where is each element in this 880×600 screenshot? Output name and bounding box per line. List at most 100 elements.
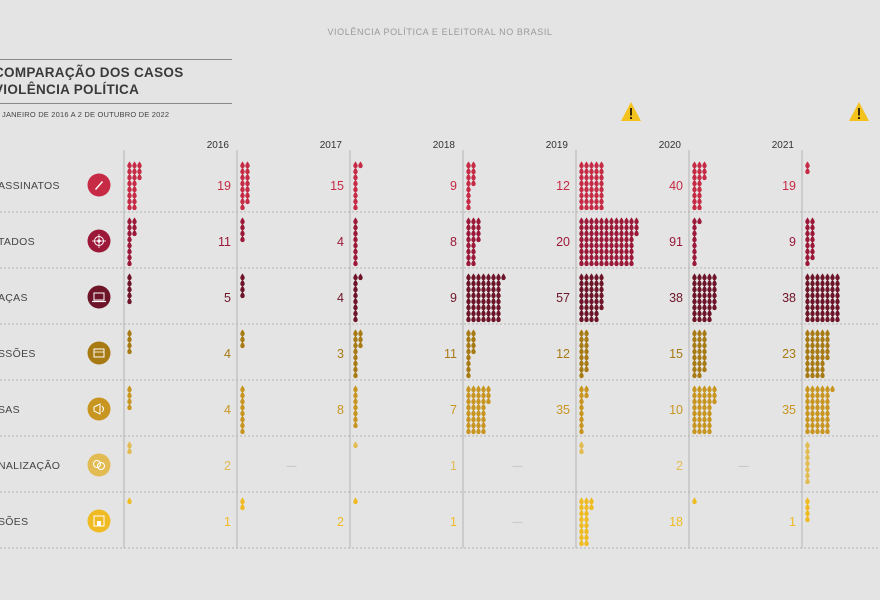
icon-badge	[87, 285, 111, 309]
value-label: 4	[337, 291, 344, 305]
drop-mark	[584, 217, 589, 225]
drop-mark	[599, 185, 604, 193]
drop-mark	[481, 315, 486, 323]
drop-mark	[594, 173, 599, 181]
drop-mark	[589, 203, 594, 211]
drop-mark	[486, 279, 491, 287]
drop-mark	[830, 297, 835, 305]
drop-mark	[692, 497, 697, 505]
drop-mark	[825, 285, 830, 293]
drop-mark	[579, 303, 584, 311]
drop-mark	[697, 359, 702, 367]
drop-mark	[805, 279, 810, 287]
year-header-2021: 2021	[772, 140, 795, 151]
drop-mark	[707, 273, 712, 281]
drop-mark	[805, 235, 810, 243]
drop-mark	[810, 273, 815, 281]
drop-mark	[137, 167, 142, 175]
drop-mark	[127, 259, 132, 267]
drop-mark	[353, 241, 358, 249]
drop-mark	[466, 229, 471, 237]
drop-mark	[692, 279, 697, 287]
drop-mark	[127, 297, 132, 305]
drop-mark	[466, 203, 471, 211]
drop-mark	[810, 347, 815, 355]
drop-mark	[830, 273, 835, 281]
drop-mark	[471, 229, 476, 237]
drop-mark	[127, 291, 132, 299]
drop-mark	[810, 385, 815, 393]
drop-mark	[471, 347, 476, 355]
row-label: SÕES	[0, 515, 28, 528]
drop-mark	[825, 385, 830, 393]
drop-mark	[697, 315, 702, 323]
value-label: 19	[782, 179, 796, 193]
drop-mark	[579, 291, 584, 299]
drop-mark	[353, 497, 358, 505]
drop-mark	[805, 353, 810, 361]
drop-mark	[579, 403, 584, 411]
drop-mark	[697, 217, 702, 225]
drop-mark	[589, 223, 594, 231]
drop-mark	[584, 533, 589, 541]
drop-mark	[692, 241, 697, 249]
drop-mark	[594, 241, 599, 249]
drop-mark	[589, 297, 594, 305]
drop-mark	[810, 291, 815, 299]
drop-mark	[692, 285, 697, 293]
drop-mark	[697, 161, 702, 169]
drop-mark	[634, 223, 639, 231]
drop-mark	[358, 335, 363, 343]
drop-mark	[697, 173, 702, 181]
drop-mark	[702, 309, 707, 317]
drop-mark	[697, 203, 702, 211]
drop-mark	[476, 391, 481, 399]
drop-mark	[692, 291, 697, 299]
drop-mark	[702, 285, 707, 293]
drop-mark	[594, 167, 599, 175]
drop-mark	[476, 297, 481, 305]
drop-mark	[810, 353, 815, 361]
drop-mark	[810, 365, 815, 373]
drop-mark	[702, 167, 707, 175]
drop-mark	[594, 253, 599, 261]
drop-mark	[702, 329, 707, 337]
value-label: 12	[556, 347, 570, 361]
drop-mark	[466, 297, 471, 305]
drop-mark	[466, 409, 471, 417]
drop-mark	[486, 285, 491, 293]
drop-mark	[805, 391, 810, 399]
value-label: 2	[337, 515, 344, 529]
drop-mark	[132, 185, 137, 193]
drop-mark	[634, 217, 639, 225]
drop-mark	[594, 191, 599, 199]
drop-mark	[584, 173, 589, 181]
drop-mark	[496, 273, 501, 281]
drop-mark	[240, 197, 245, 205]
brain-icon	[87, 453, 111, 477]
drop-mark	[491, 291, 496, 299]
drop-mark	[466, 371, 471, 379]
drop-mark	[835, 315, 840, 323]
drop-mark	[820, 329, 825, 337]
no-data-mark: —	[513, 461, 523, 472]
drop-mark	[471, 173, 476, 181]
drop-mark	[692, 179, 697, 187]
supertitle: VIOLÊNCIA POLÍTICA E ELEITORAL NO BRASIL	[327, 27, 553, 37]
drop-mark	[805, 335, 810, 343]
drop-mark	[810, 253, 815, 261]
drop-mark	[810, 427, 815, 435]
drop-mark	[584, 385, 589, 393]
drop-mark	[240, 415, 245, 423]
drop-mark	[471, 341, 476, 349]
value-label: 9	[789, 235, 796, 249]
drop-mark	[466, 273, 471, 281]
drop-mark	[127, 391, 132, 399]
drop-mark	[466, 185, 471, 193]
drop-mark	[707, 297, 712, 305]
drop-mark	[240, 179, 245, 187]
drop-mark	[127, 217, 132, 225]
drop-mark	[825, 353, 830, 361]
drop-mark	[579, 217, 584, 225]
value-label: 2	[224, 459, 231, 473]
